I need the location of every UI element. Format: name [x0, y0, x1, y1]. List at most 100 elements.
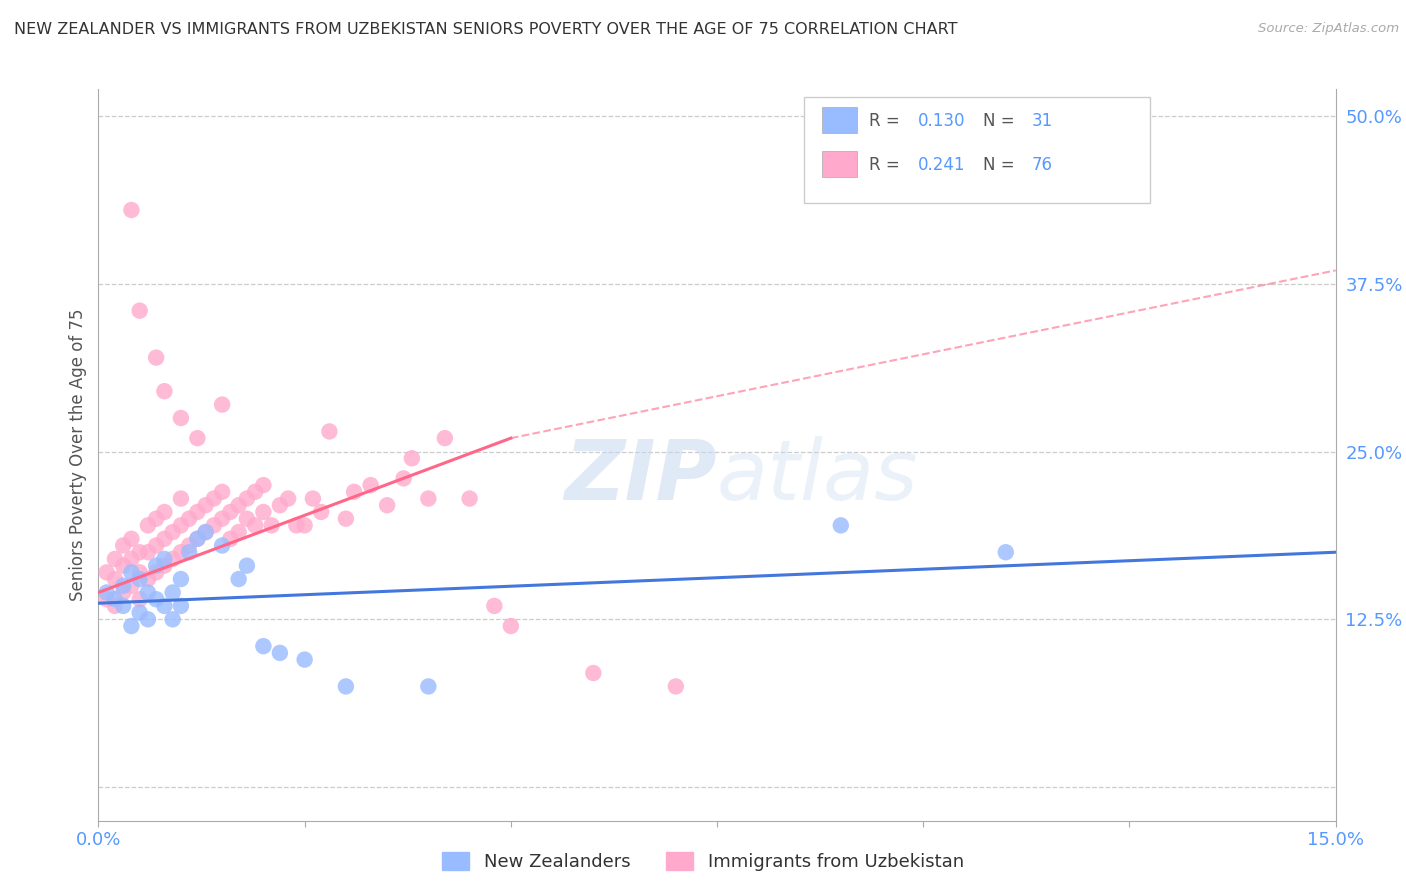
- Point: [120, 532, 142, 546]
- Point: [665, 680, 688, 694]
- Point: [458, 491, 481, 506]
- Text: N =: N =: [983, 112, 1019, 129]
- Point: [128, 606, 150, 620]
- Point: [136, 545, 159, 559]
- Point: [343, 484, 366, 499]
- Point: [145, 511, 167, 525]
- Point: [128, 592, 150, 607]
- Point: [228, 525, 250, 540]
- Point: [120, 202, 142, 217]
- Point: [277, 491, 299, 506]
- FancyBboxPatch shape: [804, 96, 1150, 202]
- Point: [128, 572, 150, 586]
- Legend: New Zealanders, Immigrants from Uzbekistan: New Zealanders, Immigrants from Uzbekist…: [434, 845, 972, 879]
- FancyBboxPatch shape: [823, 108, 856, 133]
- Point: [104, 572, 127, 586]
- Point: [252, 639, 274, 653]
- FancyBboxPatch shape: [823, 152, 856, 177]
- Point: [309, 505, 332, 519]
- Text: N =: N =: [983, 155, 1019, 174]
- Point: [228, 498, 250, 512]
- Point: [194, 525, 217, 540]
- Point: [401, 451, 423, 466]
- Point: [145, 558, 167, 573]
- Point: [211, 511, 233, 525]
- Point: [186, 532, 208, 546]
- Point: [219, 532, 242, 546]
- Point: [179, 545, 201, 559]
- Point: [202, 491, 225, 506]
- Point: [120, 566, 142, 580]
- Point: [294, 518, 316, 533]
- Point: [582, 665, 605, 680]
- Point: [153, 558, 176, 573]
- Point: [128, 303, 150, 318]
- Point: [269, 646, 291, 660]
- Text: 0.130: 0.130: [918, 112, 965, 129]
- Point: [120, 619, 142, 633]
- Text: 0.241: 0.241: [918, 155, 965, 174]
- Point: [211, 539, 233, 553]
- Text: ZIP: ZIP: [564, 436, 717, 517]
- Point: [211, 398, 233, 412]
- Point: [375, 498, 398, 512]
- Point: [112, 558, 135, 573]
- Point: [153, 552, 176, 566]
- Point: [269, 498, 291, 512]
- Point: [162, 525, 184, 540]
- Point: [136, 572, 159, 586]
- Point: [830, 518, 852, 533]
- Point: [335, 680, 357, 694]
- Point: [170, 572, 193, 586]
- Point: [153, 532, 176, 546]
- Point: [104, 592, 127, 607]
- Point: [994, 545, 1017, 559]
- Point: [120, 552, 142, 566]
- Point: [112, 585, 135, 599]
- Point: [294, 652, 316, 666]
- Point: [104, 599, 127, 613]
- Point: [499, 619, 522, 633]
- Point: [418, 680, 440, 694]
- Point: [484, 599, 506, 613]
- Point: [302, 491, 325, 506]
- Point: [186, 431, 208, 445]
- Point: [236, 511, 259, 525]
- Point: [179, 539, 201, 553]
- Point: [145, 566, 167, 580]
- Point: [392, 471, 415, 485]
- Point: [243, 518, 266, 533]
- Point: [170, 599, 193, 613]
- Point: [145, 351, 167, 365]
- Point: [128, 545, 150, 559]
- Point: [418, 491, 440, 506]
- Point: [136, 612, 159, 626]
- Point: [162, 585, 184, 599]
- Point: [170, 545, 193, 559]
- Point: [170, 491, 193, 506]
- Y-axis label: Seniors Poverty Over the Age of 75: Seniors Poverty Over the Age of 75: [69, 309, 87, 601]
- Text: Source: ZipAtlas.com: Source: ZipAtlas.com: [1258, 22, 1399, 36]
- Point: [179, 511, 201, 525]
- Point: [153, 384, 176, 399]
- Point: [194, 498, 217, 512]
- Point: [120, 579, 142, 593]
- Text: 31: 31: [1032, 112, 1053, 129]
- Point: [153, 599, 176, 613]
- Point: [219, 505, 242, 519]
- Point: [112, 599, 135, 613]
- Point: [252, 505, 274, 519]
- Point: [112, 539, 135, 553]
- Point: [112, 579, 135, 593]
- Point: [433, 431, 456, 445]
- Point: [186, 505, 208, 519]
- Point: [252, 478, 274, 492]
- Point: [136, 518, 159, 533]
- Point: [162, 612, 184, 626]
- Point: [96, 585, 118, 599]
- Point: [236, 558, 259, 573]
- Point: [186, 532, 208, 546]
- Point: [228, 572, 250, 586]
- Point: [170, 518, 193, 533]
- Point: [145, 592, 167, 607]
